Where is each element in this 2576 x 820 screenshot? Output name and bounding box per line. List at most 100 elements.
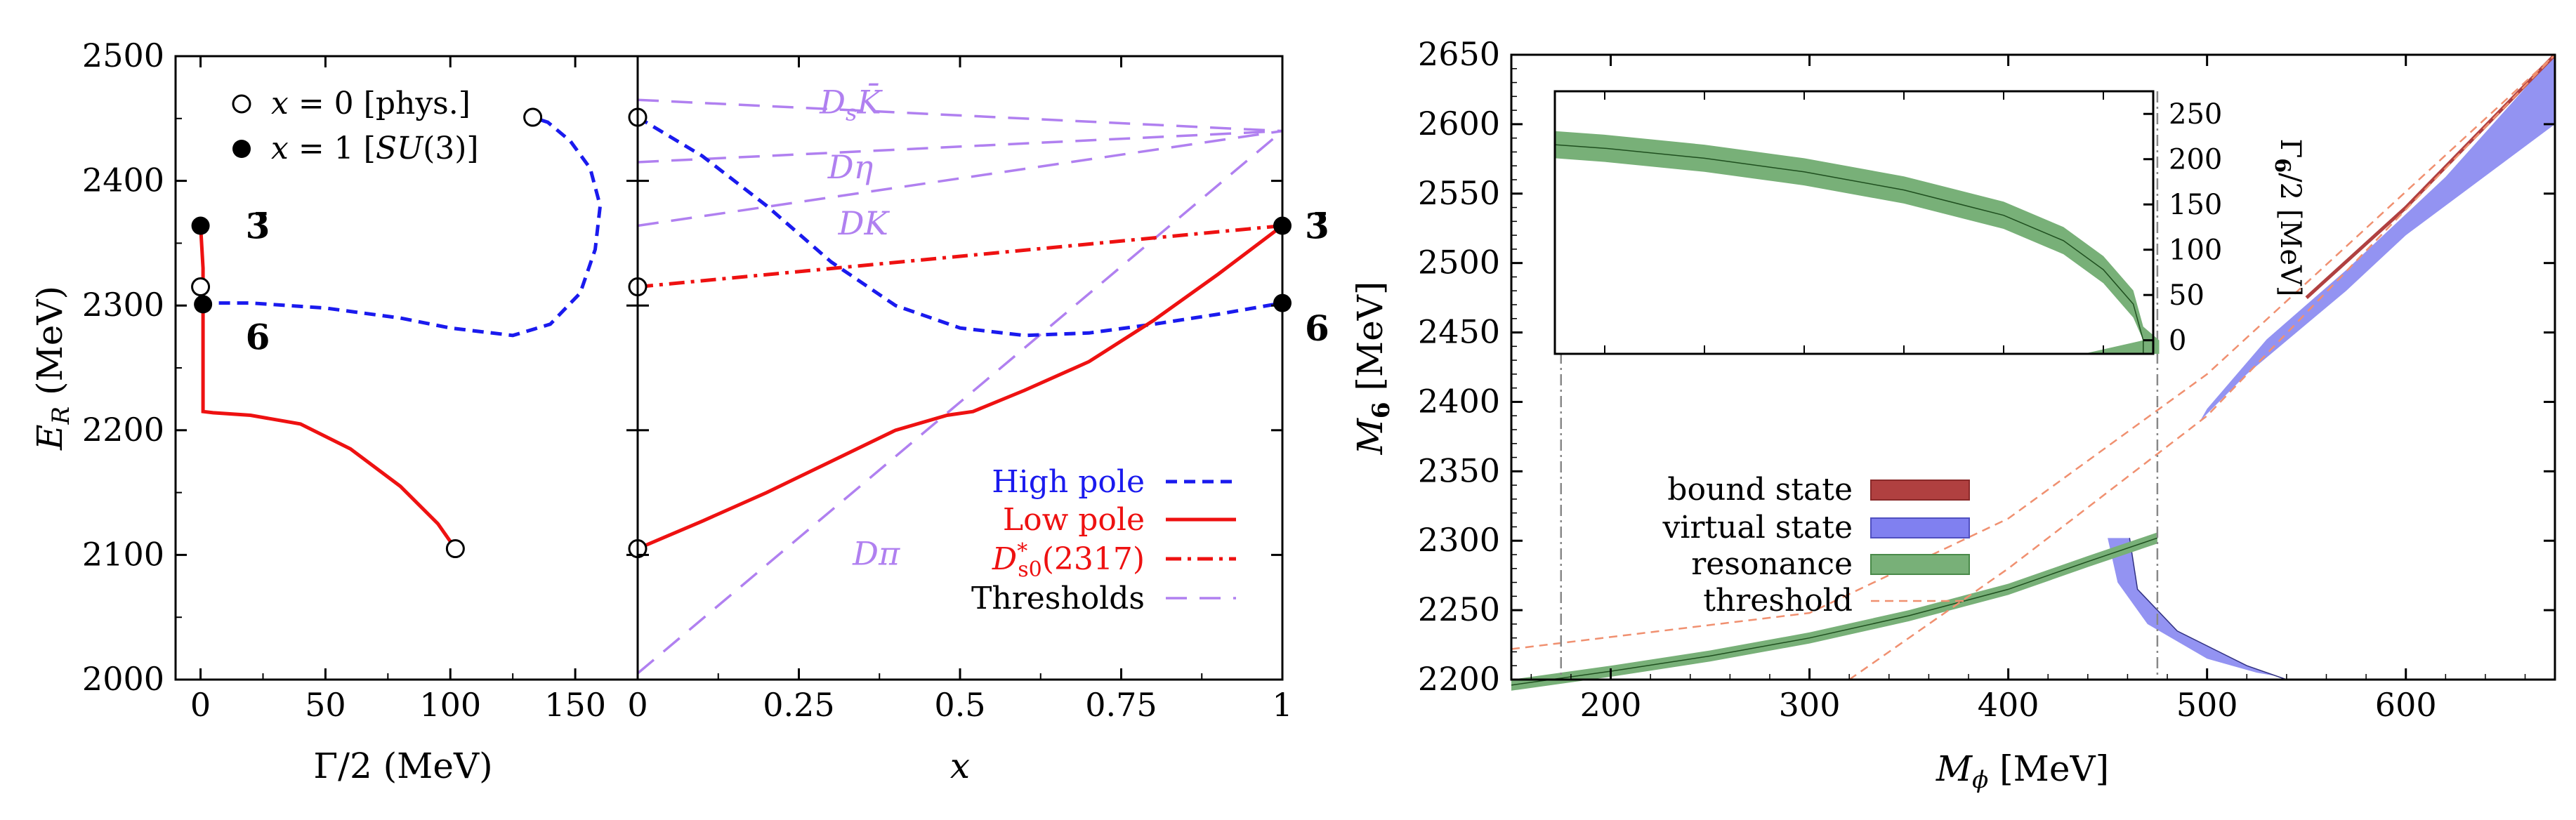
left-open-marker-2 — [445, 539, 465, 559]
middle-annotation-0: 3̄ — [1305, 206, 1329, 247]
middle-legend-label-2: D* s0(2317) — [992, 539, 1145, 582]
left-y-tick-label-4: 2400 — [82, 161, 164, 199]
left-y-axis-title: ER (MeV) — [29, 286, 75, 451]
inset-y-tick-label-1: 50 — [2169, 279, 2204, 312]
inset-y-tick-label-4: 200 — [2169, 144, 2222, 176]
right-y-tick-label-6: 2500 — [1418, 244, 1500, 282]
threshold-label-part: s — [846, 99, 857, 126]
right-legend-label-0: bound state — [1667, 472, 1853, 508]
right-y-tick-label-9: 2650 — [1418, 35, 1500, 73]
right-plot-frame — [1510, 53, 2556, 681]
threshold-label-part: D — [819, 83, 846, 121]
right-y-tick-label-8: 2600 — [1418, 105, 1500, 143]
inset-y-axis-title: Γ6/2 [MeV] — [2270, 138, 2306, 296]
threshold-label-1: Dη — [827, 148, 874, 186]
left-x-tick-label-0: 0 — [190, 686, 211, 724]
right-y-axis-title: M6 [MeV] — [1350, 282, 1395, 456]
left-open-marker-1 — [191, 277, 211, 297]
middle-series-line-2 — [637, 224, 1283, 289]
right-x-tick-label-3: 500 — [2176, 686, 2238, 724]
left-x-tick-label-2: 100 — [419, 686, 481, 724]
right-legend-label-1: virtual state — [1662, 510, 1853, 545]
middle-series-line-1 — [637, 224, 1284, 550]
middle-x-tick-label-0: 0 — [627, 686, 648, 724]
legend-label-part: D — [992, 541, 1017, 577]
legend-open-marker — [232, 94, 251, 114]
threshold-label-3: Dπ — [852, 534, 900, 572]
middle-x-tick-label-4: 1 — [1272, 686, 1292, 724]
middle-x-tick-label-3: 0.75 — [1085, 686, 1157, 724]
virtual-center-line — [2129, 538, 2287, 680]
middle-plot-frame — [636, 55, 1284, 681]
right-y-tick-label-7: 2550 — [1418, 174, 1500, 212]
left-filled-marker-1 — [194, 295, 213, 314]
middle-legend-label-0: High pole — [992, 464, 1145, 500]
right-y-tick-label-4: 2400 — [1418, 382, 1500, 420]
left-series-line-1 — [199, 225, 457, 550]
left-y-tick-label-2: 2200 — [82, 411, 164, 449]
legend-label-part: s0 — [1018, 557, 1041, 582]
right-legend-label-2: resonance — [1691, 546, 1853, 582]
middle-x-tick-label-1: 0.25 — [763, 686, 834, 724]
threshold-line-0 — [637, 98, 1283, 133]
threshold-label-part: K̄ — [856, 82, 883, 121]
inset-y-tick-label-0: 0 — [2169, 325, 2186, 357]
inset-center-line — [1554, 144, 2144, 354]
right-threshold-line-0 — [1511, 54, 2556, 650]
left-series-line-0 — [200, 115, 603, 338]
resonance-band — [1511, 532, 2157, 691]
inset-frame — [1553, 90, 2155, 355]
right-legend-swatch-2 — [1870, 554, 1970, 575]
right-legend-swatch-1 — [1870, 517, 1970, 538]
resonance-center-line — [1511, 537, 2158, 686]
inset-background — [1555, 91, 2153, 354]
right-y-tick-label-0: 2200 — [1418, 660, 1500, 698]
threshold-label-2: DK — [838, 204, 891, 242]
right-threshold-line-1 — [1848, 54, 2556, 681]
middle-legend-label-1: Low pole — [1003, 502, 1145, 538]
left-open-marker-0 — [523, 107, 543, 127]
left-panel: 2000 2100 2200 2300 2400 2500 0 50 100 150 ER (Me… — [29, 37, 639, 786]
legend-label-x0: x = 0 [phys.] — [271, 86, 471, 121]
right-x-axis-title: Mϕ [MeV] — [1936, 748, 2109, 794]
right-x-tick-label-2: 400 — [1978, 686, 2039, 724]
threshold-label-0: DsK̄ — [819, 82, 883, 126]
left-x-tick-label-3: 150 — [544, 686, 606, 724]
left-annotation-1: 6 — [246, 317, 270, 358]
middle-panel: 0 0.25 0.5 0.75 1 x DsK̄ Dη DK Dπ High poleLow … — [627, 55, 1329, 786]
right-y-tick-label-5: 2450 — [1418, 313, 1500, 351]
legend-filled-marker — [232, 140, 251, 158]
left-filled-marker-0 — [191, 216, 210, 235]
legend-label-part: * — [1017, 539, 1027, 564]
left-x-axis-title: Γ/2 (MeV) — [313, 746, 492, 786]
legend-label-x1: x = 1 [SU(3)] — [271, 131, 479, 166]
left-x-tick-label-1: 50 — [305, 686, 346, 724]
right-panel: 2200225023002350240024502500255026002650… — [1350, 35, 2556, 794]
middle-legend-label-3: Thresholds — [971, 581, 1145, 616]
inset-plot: 0 50 100 150 200 250 Γ6/2 [MeV] — [1553, 90, 2306, 357]
legend-label-part: (2317) — [1042, 541, 1145, 577]
right-x-tick-label-4: 600 — [2375, 686, 2437, 724]
right-legend-swatch-0 — [1870, 480, 1970, 501]
right-x-tick-label-0: 200 — [1580, 686, 1642, 724]
middle-annotation-1: 6 — [1305, 308, 1329, 349]
right-y-tick-label-1: 2250 — [1418, 590, 1500, 628]
inset-resonance-band — [1555, 131, 2160, 354]
right-y-tick-label-3: 2350 — [1418, 451, 1500, 489]
left-y-tick-label-5: 2500 — [82, 37, 164, 74]
right-y-tick-label-2: 2300 — [1418, 521, 1500, 559]
left-y-tick-label-1: 2100 — [82, 535, 164, 573]
left-y-tick-label-0: 2000 — [82, 660, 164, 698]
left-annotation-0: 3̄ — [246, 206, 270, 247]
middle-x-axis-title: x — [950, 746, 970, 786]
inset-y-tick-label-2: 100 — [2169, 234, 2222, 267]
inset-y-tick-label-3: 150 — [2169, 189, 2222, 221]
virtual-band-hollow — [2108, 124, 2555, 680]
left-y-tick-label-3: 2300 — [82, 286, 164, 324]
inset-y-tick-label-5: 250 — [2169, 98, 2222, 131]
middle-x-tick-label-2: 0.5 — [934, 686, 985, 724]
middle-series-line-0 — [636, 115, 1283, 338]
